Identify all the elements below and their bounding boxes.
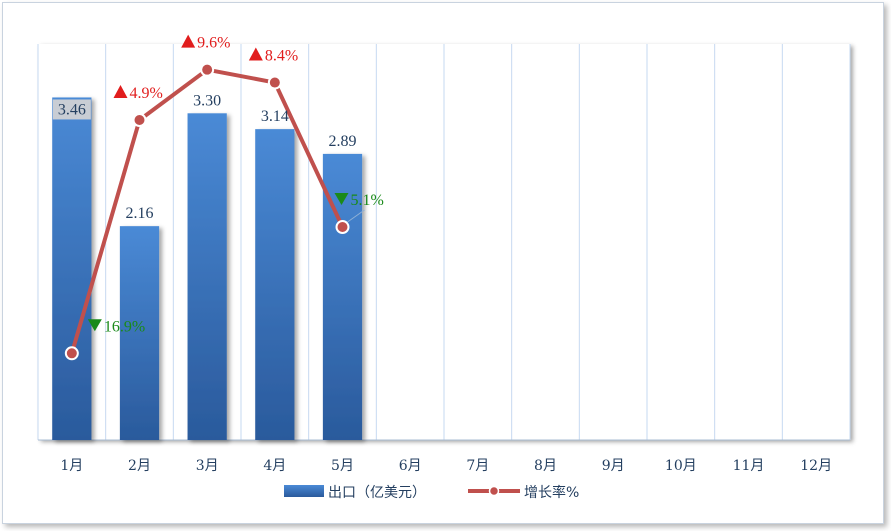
legend-bar-swatch [284, 485, 324, 497]
bar-3 [187, 113, 227, 441]
growth-point-4 [267, 75, 282, 90]
label-leader-line [347, 209, 365, 223]
growth-label: 5.1% [334, 192, 384, 209]
down-triangle-icon [87, 319, 102, 332]
legend-bar-label: 出口（亿美元） [328, 485, 426, 501]
x-tick-label: 12月 [800, 458, 832, 474]
growth-value-label: 5.1% [351, 192, 384, 209]
growth-label: 16.9% [87, 318, 145, 335]
growth-point-5 [335, 220, 350, 235]
data-labels: 3.46 2.16 3.30 3.14 2.89 16.9% 4.9% 9.6% 8.4% 5.1… [52, 34, 384, 335]
x-tick-label: 1月 [60, 458, 83, 474]
x-axis-ticks: 1月 2月 3月 4月 5月 6月 7月 8月 9月 10月 11月 12月 [60, 458, 832, 474]
up-triangle-icon [181, 34, 196, 48]
x-tick-label: 6月 [399, 458, 422, 474]
x-tick-label: 5月 [331, 458, 354, 474]
bar-label-bg [52, 99, 91, 120]
growth-value-label: 8.4% [265, 48, 298, 65]
growth-point-1 [64, 346, 79, 361]
legend: 出口（亿美元） 增长率% [284, 484, 579, 501]
x-tick-label: 2月 [128, 458, 151, 474]
bar-4 [255, 129, 295, 440]
grid-lines [37, 44, 851, 441]
bar-2 [119, 226, 160, 440]
x-tick-label: 7月 [466, 458, 489, 474]
x-tick-label: 11月 [733, 458, 765, 474]
growth-value-label: 9.6% [197, 35, 230, 52]
x-tick-label: 3月 [196, 458, 219, 474]
bar-value-label: 3.46 [58, 101, 86, 118]
x-tick-label: 4月 [263, 458, 286, 474]
growth-label: 9.6% [181, 34, 230, 52]
bar-value-label: 3.30 [193, 92, 221, 109]
bar-1 [52, 97, 92, 441]
growth-label: 4.9% [113, 84, 163, 102]
up-triangle-icon [248, 47, 263, 61]
x-tick-label: 9月 [602, 458, 625, 474]
down-triangle-icon [334, 193, 349, 206]
up-triangle-icon [113, 84, 128, 98]
growth-value-label: 4.9% [130, 85, 163, 102]
growth-label: 8.4% [248, 47, 298, 65]
x-tick-label: 10月 [665, 458, 697, 474]
growth-value-label: 16.9% [104, 318, 145, 335]
bar-value-label: 2.89 [329, 133, 357, 150]
growth-point-2 [132, 112, 147, 127]
growth-line-series [64, 62, 350, 361]
legend-line-label: 增长率% [524, 484, 579, 501]
legend-line-marker [488, 485, 500, 497]
bar-value-label: 3.14 [261, 108, 289, 125]
x-tick-label: 8月 [534, 458, 557, 474]
bar-value-label: 2.16 [126, 205, 154, 222]
growth-point-3 [200, 62, 215, 77]
